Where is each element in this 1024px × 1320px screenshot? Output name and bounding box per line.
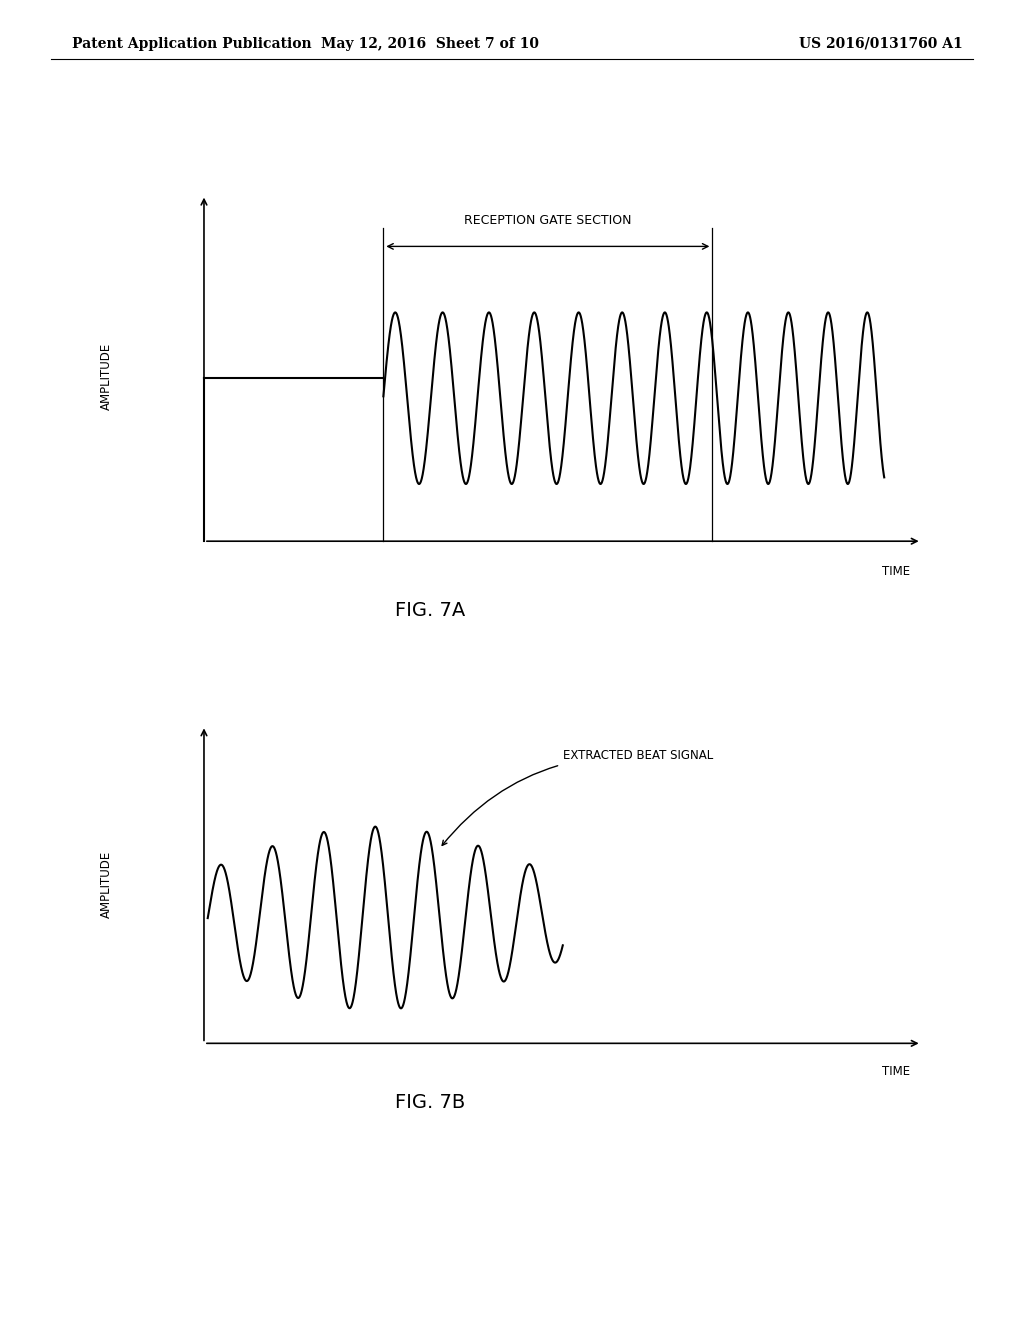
Text: FIG. 7A: FIG. 7A (395, 601, 465, 619)
Text: FIG. 7B: FIG. 7B (395, 1093, 465, 1111)
Text: TIME: TIME (883, 1064, 910, 1077)
Text: May 12, 2016  Sheet 7 of 10: May 12, 2016 Sheet 7 of 10 (322, 37, 539, 51)
Text: AMPLITUDE: AMPLITUDE (100, 851, 114, 917)
Text: Patent Application Publication: Patent Application Publication (72, 37, 311, 51)
Text: TIME: TIME (883, 565, 910, 578)
Text: RECEPTION GATE SECTION: RECEPTION GATE SECTION (464, 214, 632, 227)
Text: US 2016/0131760 A1: US 2016/0131760 A1 (799, 37, 963, 51)
Text: EXTRACTED BEAT SIGNAL: EXTRACTED BEAT SIGNAL (442, 750, 713, 845)
Text: AMPLITUDE: AMPLITUDE (100, 343, 114, 409)
